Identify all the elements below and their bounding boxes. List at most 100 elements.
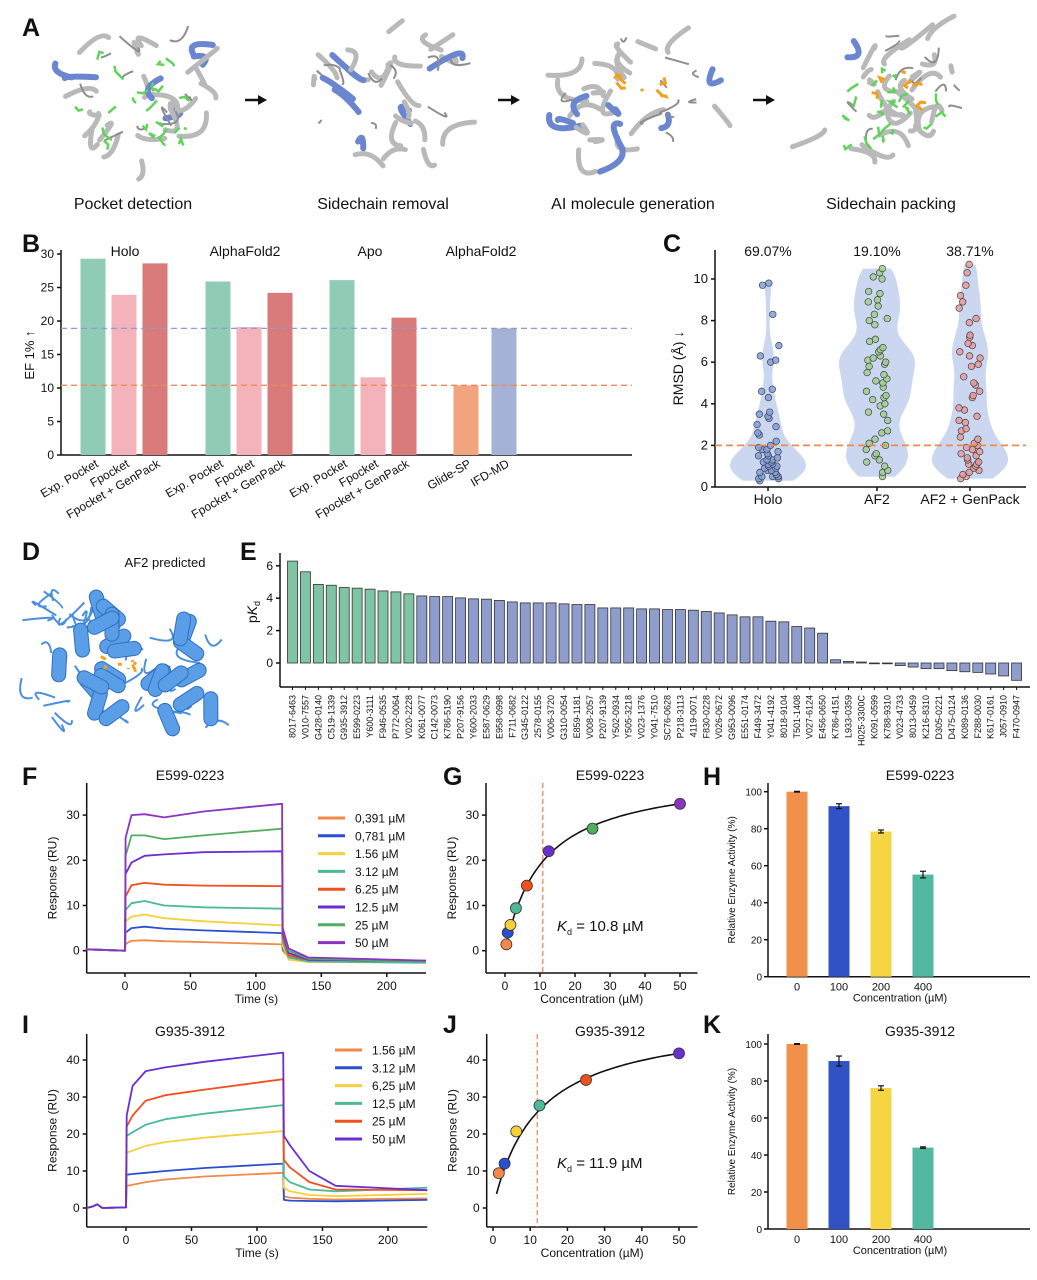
sidechain-sticks [922, 122, 933, 131]
protein-ribbon [315, 52, 340, 81]
x-axis-label: Concentration (µM) [853, 993, 947, 1005]
percentage-label: 19.10% [853, 243, 900, 259]
protein-loop [40, 641, 53, 654]
sidechain-sticks [885, 99, 899, 109]
data-point [874, 302, 882, 310]
x-tick-label: V020-2228 [404, 695, 414, 739]
data-point [864, 287, 873, 296]
pocket-residue-ribbon [610, 120, 626, 152]
x-tick-label: K061-0077 [417, 695, 427, 739]
bar [804, 627, 816, 664]
data-point [869, 354, 877, 362]
x-tick-label: Y041-4192 [766, 695, 776, 739]
protein-ribbon [919, 52, 938, 68]
y-tick-label: 10 [466, 1164, 480, 1178]
x-tick-label: E587-0629 [481, 695, 491, 739]
helix-cylinder [107, 640, 142, 659]
x-tick-label: G953-0096 [727, 695, 737, 740]
legend-label: 50 µM [355, 936, 389, 950]
data-point [956, 433, 965, 441]
x-tick-label: 10 [524, 1233, 538, 1247]
protein-loop [953, 84, 961, 92]
protein-loop [34, 691, 56, 701]
sidechain-sticks [74, 105, 84, 113]
protein-ribbon [428, 32, 456, 52]
y-tick-label: 0 [472, 944, 479, 958]
y-tick-label: 100 [745, 788, 762, 799]
helix-cylinder [51, 647, 68, 683]
bar [786, 1044, 808, 1229]
x-tick-label: IFD-MD [468, 456, 512, 489]
data-point [975, 458, 983, 466]
protein-ribbon [388, 120, 404, 149]
protein-ribbon [345, 47, 359, 73]
x-tick-label: 0 [794, 982, 800, 994]
y-tick-label: 0 [756, 973, 762, 984]
bar [739, 616, 751, 664]
protein-ribbon [925, 13, 957, 42]
y-tick-label: 30 [466, 808, 480, 822]
y-tick-label: 20 [751, 1188, 763, 1199]
protein-ribbon [174, 95, 199, 114]
x-axis-label: Time (s) [235, 992, 279, 1006]
bar [364, 588, 376, 664]
x-tick-label: Holo [754, 491, 783, 507]
data-point [964, 339, 972, 348]
protein-loop [43, 590, 64, 609]
protein-ribbon [88, 126, 100, 151]
x-tick-label: 100 [246, 979, 266, 993]
x-axis-label: Concentration (µM) [540, 992, 643, 1006]
sidechain-sticks [96, 50, 105, 60]
ligand-molecule [615, 81, 626, 90]
panel-f-sensorgram: 0 10 20 30 0 50 100 150 200 Time (s) Response (RU)… [46, 767, 427, 1006]
x-tick-label: P207-9139 [598, 695, 608, 739]
bar [920, 662, 932, 670]
y-tick-label: 40 [751, 899, 763, 910]
x-tick-label: 200 [377, 979, 397, 993]
sidechain-sticks [150, 82, 155, 92]
bar [267, 292, 293, 455]
protein-loop [560, 92, 574, 103]
y-tick-label: 40 [66, 1053, 80, 1067]
bar [377, 590, 389, 664]
bar [636, 608, 648, 664]
data-point [973, 412, 981, 420]
chart-title: G935-3912 [885, 1023, 955, 1039]
protein-loop [317, 119, 323, 125]
x-tick-label: K786-4151 [831, 695, 841, 739]
helix-cylinder [98, 699, 130, 727]
x-tick-label: 0 [122, 979, 129, 993]
x-tick-label: P218-3113 [675, 695, 685, 738]
x-tick-label: K786-5190 [443, 695, 453, 739]
pocket-residue-ribbon [331, 86, 362, 115]
x-tick-label: 40 [635, 1233, 649, 1247]
chart-title: E599-0223 [156, 767, 225, 783]
protein-loop [120, 70, 134, 79]
data-point [976, 354, 984, 362]
protein-loop [338, 69, 345, 85]
protein-ribbon [386, 18, 405, 35]
pocket-residue-ribbon [706, 66, 724, 87]
data-point [498, 1157, 511, 1170]
y-tick-label: 2 [701, 437, 708, 452]
sidechain-sticks [846, 82, 859, 93]
panel-label-i: I [22, 1011, 29, 1039]
x-tick-label: 0 [490, 1233, 497, 1247]
protein-loop [50, 589, 60, 602]
bar [786, 791, 808, 977]
bar [972, 662, 984, 673]
legend-label: 25 µM [372, 1115, 406, 1129]
x-tick-label: F946-0535 [378, 695, 388, 739]
data-point [881, 462, 889, 470]
x-tick-label: Y502-0934 [611, 695, 621, 739]
y-axis-label: Response (RU) [446, 1089, 460, 1172]
protein-ribbon [613, 41, 633, 65]
sensorgram-curve [85, 802, 427, 962]
legend-item: 50 µM [318, 936, 389, 950]
data-point [510, 902, 522, 915]
bar [351, 587, 363, 664]
protein-loop [948, 104, 963, 110]
data-point [533, 1099, 546, 1112]
helix-cylinder [157, 702, 181, 737]
